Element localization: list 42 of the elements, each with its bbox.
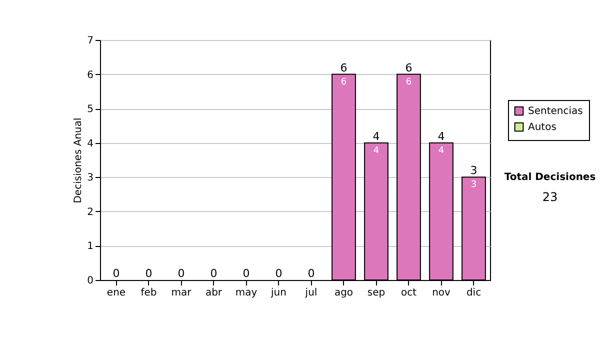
text: 23 xyxy=(541,190,559,204)
y-tick-label: 6 xyxy=(87,70,94,81)
y-tick-label: 0 xyxy=(87,276,94,286)
data-label: 4 xyxy=(373,146,380,156)
text: Total Decisiones xyxy=(503,172,597,183)
total-label: 0 xyxy=(308,267,315,280)
y-tick-label: 1 xyxy=(87,241,94,252)
total-label: 3 xyxy=(470,164,478,178)
data-label: 6 xyxy=(340,77,347,88)
x-tick-label: may xyxy=(235,288,258,298)
x-tick-label: ago xyxy=(334,288,354,298)
data-label: 6 xyxy=(406,77,412,88)
x-tick-label: ene xyxy=(106,288,126,298)
y-tick-label: 2 xyxy=(87,206,94,218)
data-label: 3 xyxy=(470,180,477,190)
total-label: 4 xyxy=(438,130,445,143)
y-axis-title: Decisiones Anual xyxy=(73,118,84,204)
total-label: 0 xyxy=(275,267,282,280)
total-label: 0 xyxy=(112,267,120,280)
x-tick-label: jun xyxy=(270,288,286,298)
x-tick-label: dic xyxy=(466,288,482,298)
total-label: 4 xyxy=(372,130,380,143)
y-tick-label: 3 xyxy=(87,172,94,184)
legend-label: Sentencias xyxy=(528,106,583,117)
total-label: 0 xyxy=(145,267,152,280)
x-tick-label: nov xyxy=(432,288,451,298)
y-tick-label: 5 xyxy=(87,104,94,116)
x-tick-label: jul xyxy=(304,288,318,298)
y-tick-label: 4 xyxy=(87,138,94,150)
legend-label: Autos xyxy=(528,122,556,133)
x-tick-label: abr xyxy=(205,288,223,298)
total-label: 0 xyxy=(210,267,218,280)
total-label: 0 xyxy=(178,267,185,280)
x-tick-label: feb xyxy=(140,288,157,298)
total-label: 6 xyxy=(405,61,412,74)
x-tick-label: oct xyxy=(400,288,417,298)
x-tick-label: mar xyxy=(171,288,192,298)
total-label: 6 xyxy=(340,61,348,74)
data-label: 4 xyxy=(438,146,444,156)
x-tick-label: sep xyxy=(367,288,386,298)
total-label: 0 xyxy=(242,267,250,280)
y-tick-label: 7 xyxy=(87,36,94,46)
